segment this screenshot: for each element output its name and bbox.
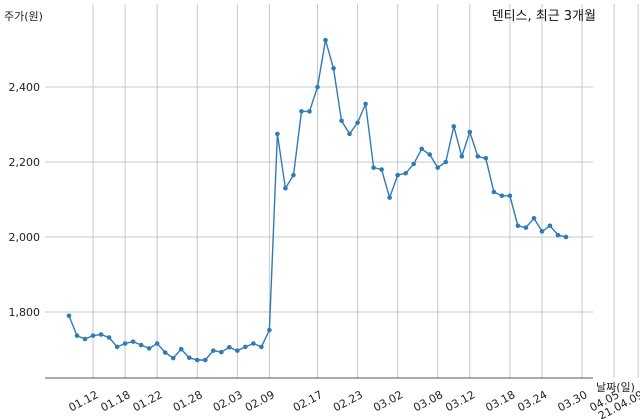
data-point [323, 37, 328, 43]
data-point [235, 348, 240, 353]
x-tick-label: 01.28 [171, 388, 205, 414]
data-point [210, 348, 216, 353]
data-point [194, 357, 200, 363]
data-point [122, 341, 128, 346]
y-tick-label: 2,200 [9, 156, 41, 169]
data-point [307, 109, 312, 114]
data-point [82, 336, 88, 342]
data-point [267, 327, 272, 333]
y-tick-label: 1,800 [9, 306, 41, 319]
data-point [483, 155, 489, 161]
x-tick-label: 01.22 [131, 388, 165, 414]
data-point [66, 313, 72, 319]
data-point [387, 195, 392, 200]
data-point [427, 152, 433, 157]
data-point [515, 223, 521, 229]
data-point [315, 84, 320, 90]
data-point [363, 101, 368, 107]
data-point [379, 167, 384, 172]
data-point [178, 346, 184, 352]
data-point [355, 120, 360, 125]
data-point [411, 161, 416, 167]
data-point [547, 223, 553, 229]
data-point [283, 185, 288, 191]
data-point [114, 344, 120, 350]
x-tick-label: 02.23 [331, 388, 365, 414]
data-point [491, 189, 497, 195]
data-point [539, 229, 545, 234]
data-point [146, 346, 152, 351]
data-point [106, 335, 112, 340]
data-point [243, 344, 248, 350]
data-point [339, 118, 344, 124]
data-point [475, 154, 481, 159]
data-point [395, 172, 400, 178]
y-tick-label: 2,000 [9, 231, 41, 244]
data-point [523, 225, 529, 230]
x-tick-label: 01.18 [99, 388, 133, 414]
data-point [219, 349, 224, 355]
x-tick-label: 03.30 [556, 388, 590, 414]
data-point [419, 146, 425, 152]
data-point [170, 355, 176, 361]
data-point [331, 65, 336, 71]
data-point [202, 357, 208, 363]
data-point [347, 131, 352, 137]
x-axis-title: 날짜(일) [596, 380, 635, 394]
data-point [130, 339, 136, 344]
data-point [555, 232, 561, 238]
data-point [499, 193, 505, 199]
data-point [459, 154, 465, 159]
price-series [66, 37, 569, 363]
x-tick-label: 02.03 [211, 388, 245, 414]
y-tick-label: 2,400 [9, 81, 41, 94]
x-tick-label: 03.24 [515, 388, 549, 414]
gridlines [45, 4, 639, 378]
data-point [275, 131, 280, 137]
data-point [443, 159, 449, 165]
data-point [154, 341, 160, 346]
data-point [451, 124, 457, 129]
data-point [186, 355, 192, 361]
y-tick-labels: 1,800 2,000 2,200 2,400 [9, 81, 41, 319]
y-axis-title: 주가(원) [4, 10, 43, 23]
chart-title: 덴티스, 최근 3개월 [492, 9, 596, 24]
data-point [531, 215, 537, 221]
data-point [259, 344, 264, 350]
x-tick-label: 03.12 [443, 388, 477, 414]
data-point [507, 193, 513, 199]
data-point [251, 341, 256, 346]
data-point [227, 344, 232, 350]
data-point [138, 342, 144, 348]
data-point [371, 165, 376, 170]
data-point [563, 234, 569, 240]
x-tick-label: 01.12 [67, 388, 101, 414]
x-tick-label: 02.09 [243, 388, 277, 414]
x-tick-label: 03.08 [411, 388, 445, 414]
data-point [162, 350, 168, 355]
data-point [299, 109, 304, 114]
data-point [467, 129, 473, 135]
data-point [98, 332, 104, 337]
data-point [291, 172, 296, 178]
data-point [435, 165, 441, 170]
x-tick-label: 03.18 [483, 388, 517, 414]
data-point [74, 333, 80, 338]
data-point [90, 333, 96, 338]
x-tick-label: 02.17 [291, 388, 325, 414]
data-point [403, 170, 408, 176]
x-tick-label: 03.02 [371, 388, 405, 414]
